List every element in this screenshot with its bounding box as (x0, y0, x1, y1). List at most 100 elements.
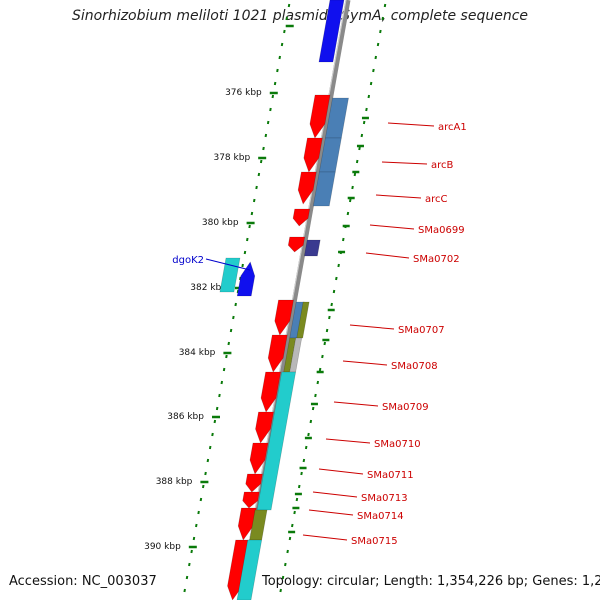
ruler-dot (335, 276, 338, 281)
ruler-dot (302, 458, 306, 463)
ruler-dot (376, 42, 380, 47)
label-leader (375, 194, 422, 199)
ruler-dot (358, 146, 361, 151)
sequence-summary: Topology: circular; Length: 1,354,226 bp… (262, 574, 600, 589)
kbp-label: 382 kbp (190, 283, 227, 293)
ruler-dot (201, 484, 205, 489)
ruler-dot (269, 107, 272, 112)
ruler-dot (248, 224, 251, 229)
ruler-dot (204, 471, 207, 476)
ruler-dot (369, 81, 373, 86)
ruler-dot (192, 536, 196, 541)
ruler-dot (342, 237, 345, 242)
gene-arrow (303, 137, 323, 173)
ruler-dot (293, 510, 296, 515)
gene-arrow (237, 507, 257, 541)
ruler-dot (206, 458, 210, 463)
outer-ruler-right (279, 3, 387, 593)
gene-label: SMa0702 (413, 254, 460, 265)
ruler-dot (316, 380, 320, 385)
ruler-dot (297, 484, 301, 489)
label-leader (325, 438, 371, 444)
ruler-dot (330, 302, 333, 307)
ruler-dot (291, 523, 294, 528)
ruler-dot (287, 3, 291, 8)
ruler-dot (218, 393, 221, 398)
ruler-dot (262, 146, 265, 151)
ruler-dot (264, 133, 268, 138)
ruler-dot (332, 289, 336, 294)
gene-arrow (287, 236, 306, 253)
ruler-dot (383, 3, 387, 8)
gene-arrow (274, 299, 294, 336)
ruler-dot (183, 588, 186, 593)
ruler-dot (211, 432, 214, 437)
ruler-dot (304, 445, 308, 450)
kbp-label: 376 kbp (225, 88, 262, 98)
cog-bar (256, 371, 297, 511)
ruler-dot (346, 211, 350, 216)
outer-ruler-left (183, 3, 291, 593)
gene-label: arcA1 (438, 122, 467, 133)
kbp-label: 386 kbp (167, 412, 204, 422)
accession-label: Accession: NC_003037 (9, 574, 157, 589)
ruler-dot (234, 302, 237, 307)
ruler-dot (255, 185, 258, 190)
gene-arrow (249, 442, 269, 475)
ruler-dot (360, 133, 364, 138)
ruler-dot (314, 393, 317, 398)
ruler-dot (225, 354, 228, 359)
label-leader (365, 252, 410, 259)
label-leader (381, 161, 428, 165)
gene-label: SMa0714 (357, 511, 404, 522)
ruler-dot (241, 263, 244, 268)
ruler-dot (271, 94, 275, 99)
gene-arrow (267, 334, 288, 373)
ruler-dot (381, 16, 384, 21)
ruler-dot (190, 549, 193, 554)
gene-arrow (245, 473, 263, 493)
ruler-dot (348, 198, 352, 203)
map-title: Sinorhizobium meliloti 1021 plasmid pSym… (71, 8, 529, 24)
ruler-dot (300, 471, 303, 476)
ruler-dot (243, 250, 247, 255)
gene-arrow (260, 371, 282, 413)
gene-label: SMa0709 (382, 402, 429, 413)
ruler-dot (227, 341, 230, 346)
label-leader (369, 224, 415, 230)
ruler-dot (355, 159, 359, 164)
ruler-dot (284, 562, 287, 567)
ruler-dot (229, 328, 233, 333)
gene-arrow (318, 0, 345, 63)
ruler-dot (213, 419, 217, 424)
ruler-dot (257, 172, 261, 177)
kbp-label: 380 kbp (202, 218, 239, 228)
ruler-dot (188, 562, 191, 567)
ruler-dot (215, 406, 219, 411)
kbp-label: 390 kbp (144, 542, 181, 552)
gene-arrow (292, 208, 311, 227)
ruler-dot (273, 81, 277, 86)
ruler-dot (286, 549, 289, 554)
cog-bar (296, 301, 310, 339)
cog-bar (236, 539, 263, 600)
gene-label: arcB (431, 160, 454, 171)
gene-label: SMa0711 (367, 470, 414, 481)
ruler-dot (367, 94, 371, 99)
gene-label: SMa0707 (398, 325, 445, 336)
ruler-dot (278, 55, 281, 60)
gene-label: SMa0708 (391, 361, 438, 372)
ruler-dot (197, 510, 200, 515)
gene-arrow (242, 491, 260, 509)
kbp-label: 384 kbp (179, 348, 216, 358)
ruler-dot (285, 16, 288, 21)
ruler-dot (266, 120, 270, 125)
ruler-dot (252, 198, 256, 203)
ruler-dot (246, 237, 249, 242)
label-leader (302, 534, 348, 541)
ruler-dot (281, 575, 285, 580)
ruler-dot (185, 575, 189, 580)
ruler-dot (365, 107, 368, 112)
label-leader (318, 468, 364, 475)
